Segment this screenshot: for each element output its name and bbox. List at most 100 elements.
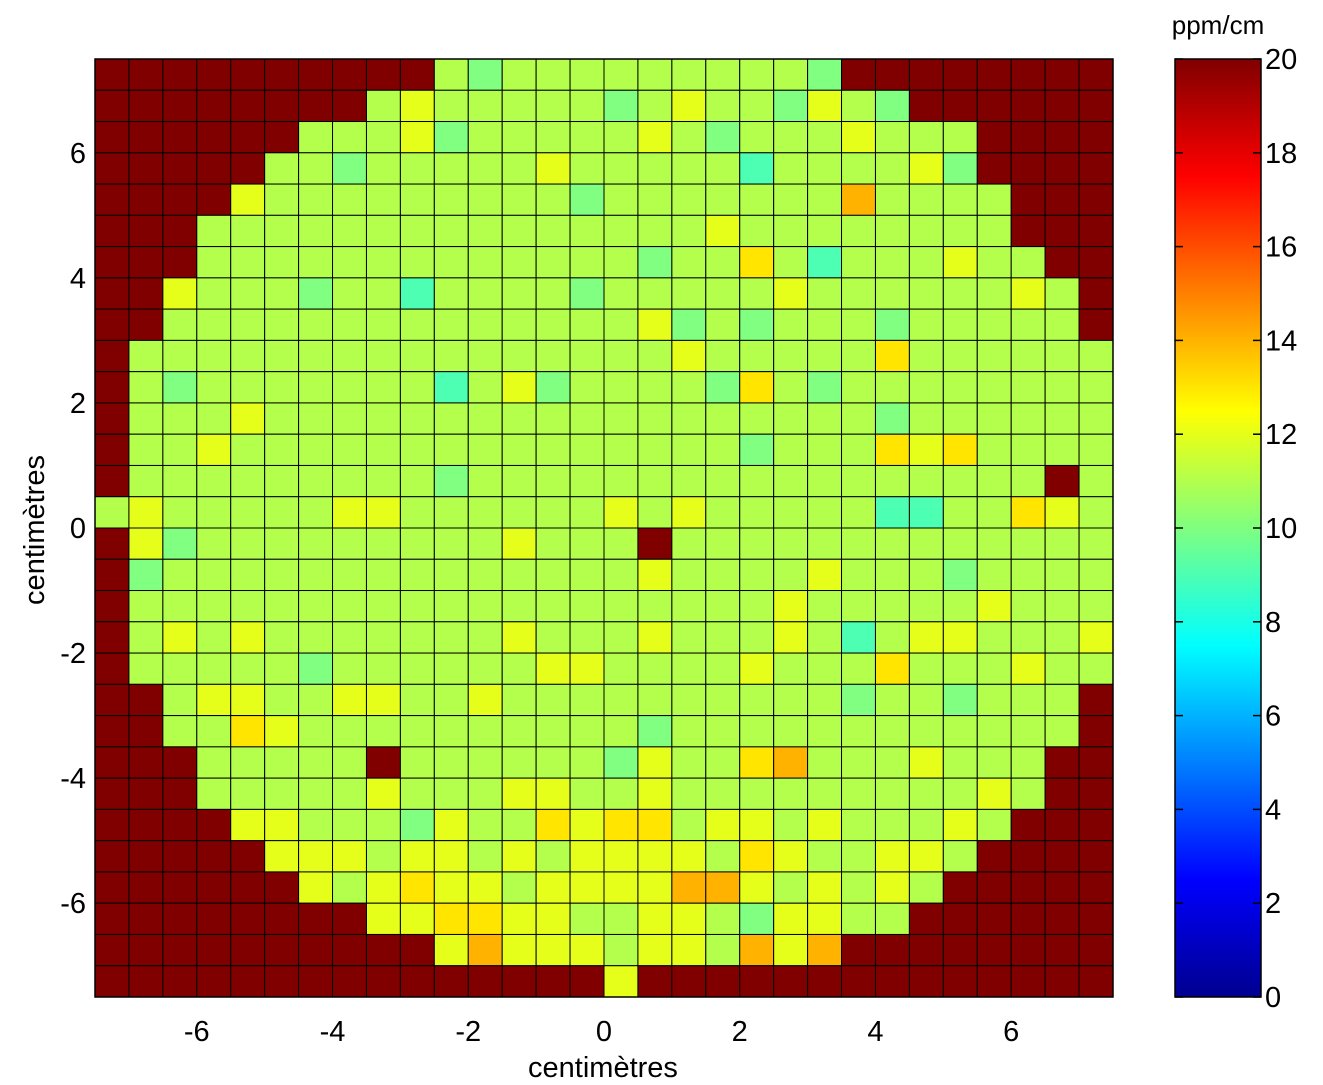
heatmap-cell <box>365 214 401 248</box>
heatmap-cell <box>399 621 435 654</box>
heatmap-cell <box>773 621 809 654</box>
heatmap-cell <box>1044 902 1080 935</box>
heatmap-cell <box>976 808 1012 842</box>
heatmap-cell <box>298 152 334 185</box>
heatmap-cell <box>399 527 435 560</box>
heatmap-cell <box>162 214 198 248</box>
y-tick-label: -2 <box>60 638 86 670</box>
heatmap-cell <box>908 558 944 592</box>
heatmap-cell <box>1010 715 1046 748</box>
heatmap-cell <box>1078 402 1114 435</box>
heatmap-cell <box>569 214 605 248</box>
heatmap-cell <box>976 183 1012 216</box>
heatmap-cell <box>264 183 300 216</box>
heatmap-cell <box>773 902 809 935</box>
heatmap-cell <box>162 246 198 279</box>
heatmap-cell <box>230 840 266 873</box>
heatmap-cell <box>433 433 469 466</box>
heatmap-cell <box>1078 621 1114 654</box>
heatmap-cell <box>942 308 978 341</box>
heatmap-cell <box>535 246 571 279</box>
heatmap-cell <box>332 183 367 216</box>
heatmap-cell <box>467 214 503 248</box>
heatmap-cell <box>298 183 334 216</box>
heatmap-cell <box>399 402 435 435</box>
heatmap-cell <box>569 277 605 310</box>
heatmap-cell <box>773 933 809 967</box>
heatmap-cell <box>637 58 673 91</box>
heatmap-cell <box>739 246 775 279</box>
heatmap-cell <box>841 308 876 341</box>
heatmap-cell <box>433 89 469 123</box>
heatmap-cell <box>739 58 775 91</box>
heatmap-cell <box>298 871 334 904</box>
heatmap-cell <box>94 464 130 498</box>
heatmap-cell <box>332 308 367 341</box>
heatmap-cell <box>1078 590 1114 623</box>
heatmap-cell <box>1010 840 1046 873</box>
heatmap-cell <box>399 558 435 592</box>
heatmap-cell <box>365 746 401 779</box>
heatmap-cell <box>535 464 571 498</box>
heatmap-cell <box>230 433 266 466</box>
heatmap-cell <box>874 902 910 935</box>
heatmap-cell <box>874 558 910 592</box>
heatmap-cell <box>773 371 809 404</box>
heatmap-cell <box>807 777 843 810</box>
heatmap-cell <box>433 371 469 404</box>
heatmap-cell <box>1010 89 1046 123</box>
heatmap-cell <box>535 652 571 685</box>
heatmap-cell <box>298 590 334 623</box>
heatmap-cell <box>433 402 469 435</box>
heatmap-cell <box>128 371 164 404</box>
heatmap-cell <box>1010 558 1046 592</box>
heatmap-cell <box>365 402 401 435</box>
heatmap-cell <box>976 277 1012 310</box>
heatmap-cell <box>942 214 978 248</box>
heatmap-cell <box>332 871 367 904</box>
heatmap-cell <box>128 527 164 560</box>
heatmap-cell <box>535 277 571 310</box>
heatmap-cell <box>773 777 809 810</box>
heatmap-cell <box>908 746 944 779</box>
colorbar-tick-label: 4 <box>1265 794 1281 826</box>
heatmap-cell <box>637 277 673 310</box>
heatmap-cell <box>976 464 1012 498</box>
heatmap-cell <box>94 715 130 748</box>
heatmap-cell <box>94 777 130 810</box>
heatmap-cell <box>603 433 639 466</box>
heatmap-cell <box>399 433 435 466</box>
heatmap-cell <box>773 152 809 185</box>
heatmap-cell <box>264 371 300 404</box>
heatmap-cell <box>264 246 300 279</box>
heatmap-cell <box>569 965 605 998</box>
heatmap-cell <box>1078 183 1114 216</box>
heatmap-cell <box>976 152 1012 185</box>
heatmap-cell <box>637 433 673 466</box>
heatmap-cell <box>841 652 876 685</box>
heatmap-cell <box>535 808 571 842</box>
heatmap-cell <box>298 371 334 404</box>
heatmap-cell <box>773 308 809 341</box>
heatmap-cell <box>637 746 673 779</box>
heatmap-cell <box>298 527 334 560</box>
heatmap-cell <box>467 339 503 373</box>
heatmap-cell <box>603 683 639 717</box>
y-tick-label: 2 <box>70 388 86 420</box>
heatmap-cell <box>94 121 130 154</box>
heatmap-cell <box>1010 496 1046 529</box>
heatmap-cell <box>365 590 401 623</box>
heatmap-cell <box>1078 777 1114 810</box>
heatmap-cell <box>196 402 232 435</box>
heatmap-cell <box>874 433 910 466</box>
heatmap-cell <box>298 715 334 748</box>
heatmap-cell <box>501 121 537 154</box>
heatmap-cell <box>569 746 605 779</box>
heatmap-cell <box>976 590 1012 623</box>
heatmap-cell <box>1078 339 1114 373</box>
heatmap-cell <box>467 246 503 279</box>
heatmap-cell <box>264 58 300 91</box>
colorbar-title: ppm/cm <box>1172 10 1264 40</box>
heatmap-cell <box>807 746 843 779</box>
heatmap-cell <box>433 590 469 623</box>
